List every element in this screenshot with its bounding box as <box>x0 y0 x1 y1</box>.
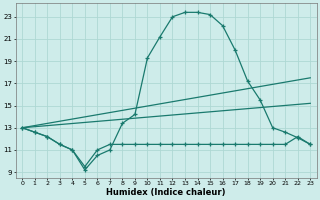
X-axis label: Humidex (Indice chaleur): Humidex (Indice chaleur) <box>107 188 226 197</box>
